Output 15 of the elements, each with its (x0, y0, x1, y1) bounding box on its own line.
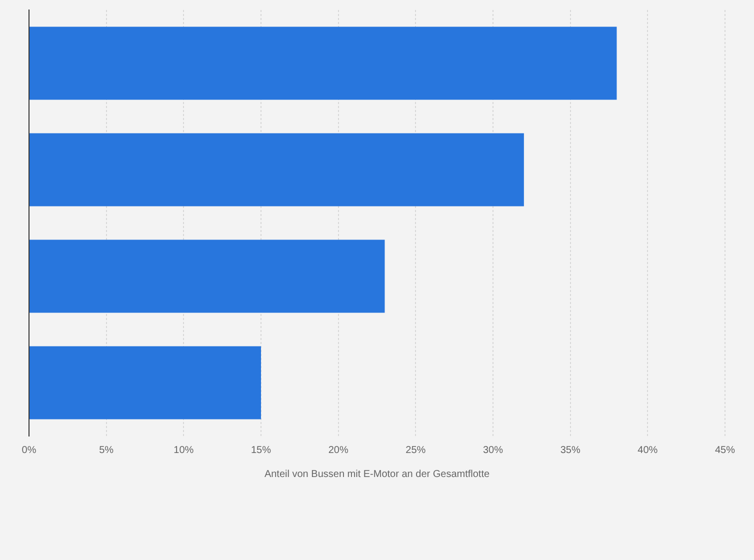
x-tick-label: 25% (406, 444, 426, 456)
x-tick-label: 45% (714, 444, 736, 456)
x-tick-label: 40% (638, 444, 658, 456)
x-tick-label: 35% (560, 444, 580, 456)
x-tick-label: 10% (174, 444, 194, 456)
x-tick-label: 20% (328, 444, 348, 456)
bar (30, 133, 524, 206)
x-axis-title: Anteil von Bussen mit E-Motor an der Gesamtflotte (264, 468, 490, 480)
x-tick-label: 5% (99, 444, 114, 456)
x-tick-label: 0% (22, 444, 36, 456)
bar (30, 346, 261, 420)
x-tick-label: 15% (250, 444, 272, 456)
bar (30, 26, 617, 100)
x-tick-label: 30% (482, 444, 504, 456)
bar (30, 240, 385, 313)
